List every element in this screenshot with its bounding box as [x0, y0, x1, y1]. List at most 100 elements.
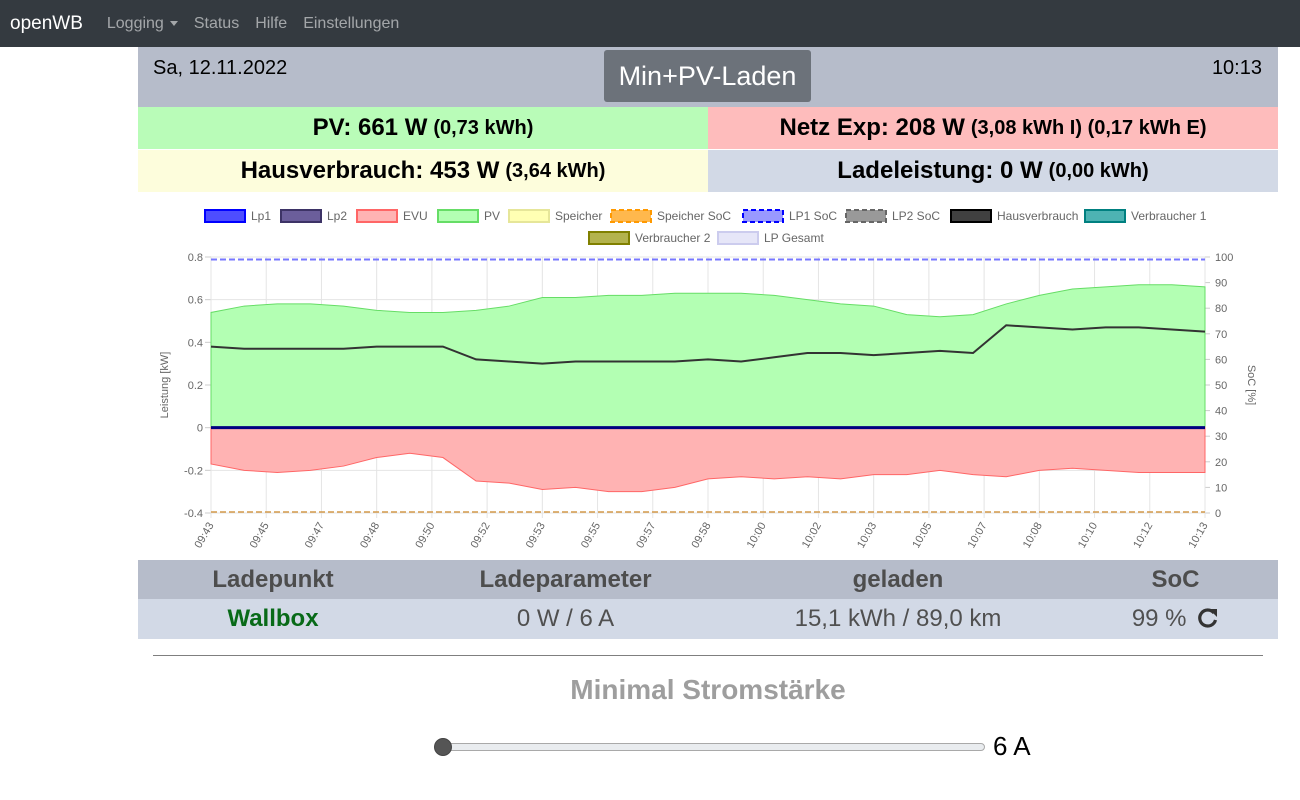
y-axis-title: Leistung [kW] — [159, 352, 171, 419]
brand[interactable]: openWB — [10, 12, 83, 34]
divider — [153, 655, 1263, 656]
y-tick-label: 0 — [197, 423, 203, 435]
x-tick-label: 09:50 — [413, 521, 437, 551]
x-tick-label: 10:05 — [910, 521, 934, 551]
legend-label: LP1 SoC — [789, 209, 837, 223]
x-tick-label: 09:53 — [524, 521, 548, 551]
min-current-value: 6 A — [993, 731, 1031, 761]
legend-swatch — [437, 209, 479, 223]
y2-tick-label: 0 — [1215, 508, 1221, 520]
header-ladepunkt: Ladepunkt — [212, 565, 334, 593]
legend-swatch — [508, 209, 550, 223]
min-current-slider[interactable] — [441, 743, 985, 751]
y2-tick-label: 60 — [1215, 354, 1227, 366]
slider-thumb[interactable] — [434, 738, 452, 756]
legend-swatch — [356, 209, 398, 223]
x-tick-label: 09:52 — [469, 521, 493, 551]
x-tick-label: 10:00 — [745, 521, 769, 551]
pv-area — [210, 284, 1206, 429]
nav-logging[interactable]: Logging — [107, 15, 178, 33]
y2-tick-label: 100 — [1215, 252, 1233, 264]
legend-label: Lp2 — [327, 209, 347, 223]
y2-tick-label: 40 — [1215, 406, 1227, 418]
y-tick-label: -0.2 — [184, 465, 203, 477]
x-tick-label: 09:55 — [579, 521, 603, 551]
y-tick-label: 0.4 — [188, 337, 203, 349]
legend-label: Speicher — [555, 209, 602, 223]
x-tick-label: 10:10 — [1076, 521, 1100, 551]
y2-tick-label: 70 — [1215, 329, 1227, 341]
nav-status[interactable]: Status — [193, 14, 240, 32]
header-geladen: geladen — [852, 565, 944, 593]
evu-area — [210, 427, 1206, 493]
y2-tick-label: 30 — [1215, 431, 1227, 443]
legend-label: EVU — [403, 209, 428, 223]
y-tick-label: 0.2 — [188, 380, 203, 392]
legend-label: LP2 SoC — [892, 209, 940, 223]
wallbox-name[interactable]: Wallbox — [227, 605, 319, 632]
house-stat: Hausverbrauch: 453 W (3,64 kWh) — [138, 150, 708, 192]
legend-label: Verbraucher 2 — [635, 231, 711, 245]
y2-tick-label: 20 — [1215, 457, 1227, 469]
charge-energy: (0,00 kWh) — [1048, 159, 1149, 182]
legend-label: Hausverbrauch — [997, 209, 1078, 223]
legend-swatch — [717, 231, 759, 245]
legend-label: PV — [484, 209, 500, 223]
min-current-title: Minimal Stromstärke — [570, 674, 846, 705]
house-power: Hausverbrauch: 453 W — [240, 157, 500, 184]
y-tick-label: 0.8 — [188, 252, 203, 264]
nav-einstellungen[interactable]: Einstellungen — [303, 14, 400, 32]
soc-value: 99 % — [1131, 605, 1187, 632]
table-row: Wallbox 0 W / 6 A 15,1 kWh / 89,0 km 99 … — [138, 599, 1278, 639]
legend-label: Lp1 — [251, 209, 271, 223]
x-tick-label: 10:12 — [1131, 521, 1155, 551]
y2-tick-label: 80 — [1215, 303, 1227, 315]
x-tick-label: 10:03 — [855, 521, 879, 551]
x-tick-label: 10:07 — [966, 521, 990, 551]
hausverbrauch-line — [210, 324, 1206, 365]
x-tick-label: 10:13 — [1186, 521, 1210, 551]
legend-swatch — [204, 209, 246, 223]
y2-tick-label: 10 — [1215, 482, 1227, 494]
legend-label: Verbraucher 1 — [1131, 209, 1207, 223]
legend-swatch — [845, 209, 887, 223]
y2-axis-title: SoC [%] — [1245, 365, 1257, 405]
y2-tick-label: 50 — [1215, 380, 1227, 392]
soc-cell: 99 % — [1073, 605, 1278, 633]
charge-parameter: 0 W / 6 A — [516, 605, 615, 632]
charge-mode-button[interactable]: Min+PV-Laden — [604, 50, 811, 102]
legend-swatch — [1084, 209, 1126, 223]
x-tick-label: 10:02 — [800, 521, 824, 551]
grid-power: Netz Exp: 208 W — [779, 114, 965, 141]
date-display: Sa, 12.11.2022 — [153, 57, 288, 79]
header-ladeparameter: Ladeparameter — [479, 565, 652, 593]
nav-logging-label: Logging — [106, 14, 164, 32]
refresh-icon[interactable] — [1197, 607, 1219, 629]
caret-down-icon — [169, 21, 178, 26]
charge-power: Ladeleistung: 0 W — [837, 157, 1043, 184]
house-energy: (3,64 kWh) — [505, 159, 606, 182]
y2-tick-label: 90 — [1215, 278, 1227, 290]
y-tick-label: -0.4 — [184, 508, 203, 520]
ladepunkt-table-header: Ladepunkt Ladeparameter geladen SoC — [138, 560, 1278, 599]
legend-label: Speicher SoC — [657, 209, 731, 223]
x-tick-label: 09:43 — [192, 521, 216, 551]
x-tick-label: 09:48 — [358, 521, 382, 551]
legend-label: LP Gesamt — [764, 231, 824, 245]
pv-stat: PV: 661 W (0,73 kWh) — [138, 107, 708, 149]
x-tick-label: 10:08 — [1021, 521, 1045, 551]
legend-swatch — [588, 231, 630, 245]
grid-energy: (3,08 kWh I) (0,17 kWh E) — [970, 116, 1207, 139]
navbar: openWB Logging Status Hilfe Einstellunge… — [0, 0, 1300, 47]
power-chart[interactable]: Lp1 Lp2 EVU PV Speicher Speicher SoC LP1 SoC LP… — [138, 200, 1278, 558]
y-tick-label: 0.6 — [188, 295, 203, 307]
charged-amount: 15,1 kWh / 89,0 km — [794, 605, 1002, 632]
legend-swatch — [280, 209, 322, 223]
nav-hilfe[interactable]: Hilfe — [255, 14, 288, 32]
x-tick-label: 09:47 — [303, 521, 327, 551]
legend-swatch — [742, 209, 784, 223]
charge-stat: Ladeleistung: 0 W (0,00 kWh) — [708, 150, 1278, 192]
header-bar: Sa, 12.11.2022 Min+PV-Laden 10:13 — [138, 47, 1278, 107]
pv-power: PV: 661 W — [312, 114, 428, 141]
x-tick-label: 09:58 — [689, 521, 713, 551]
